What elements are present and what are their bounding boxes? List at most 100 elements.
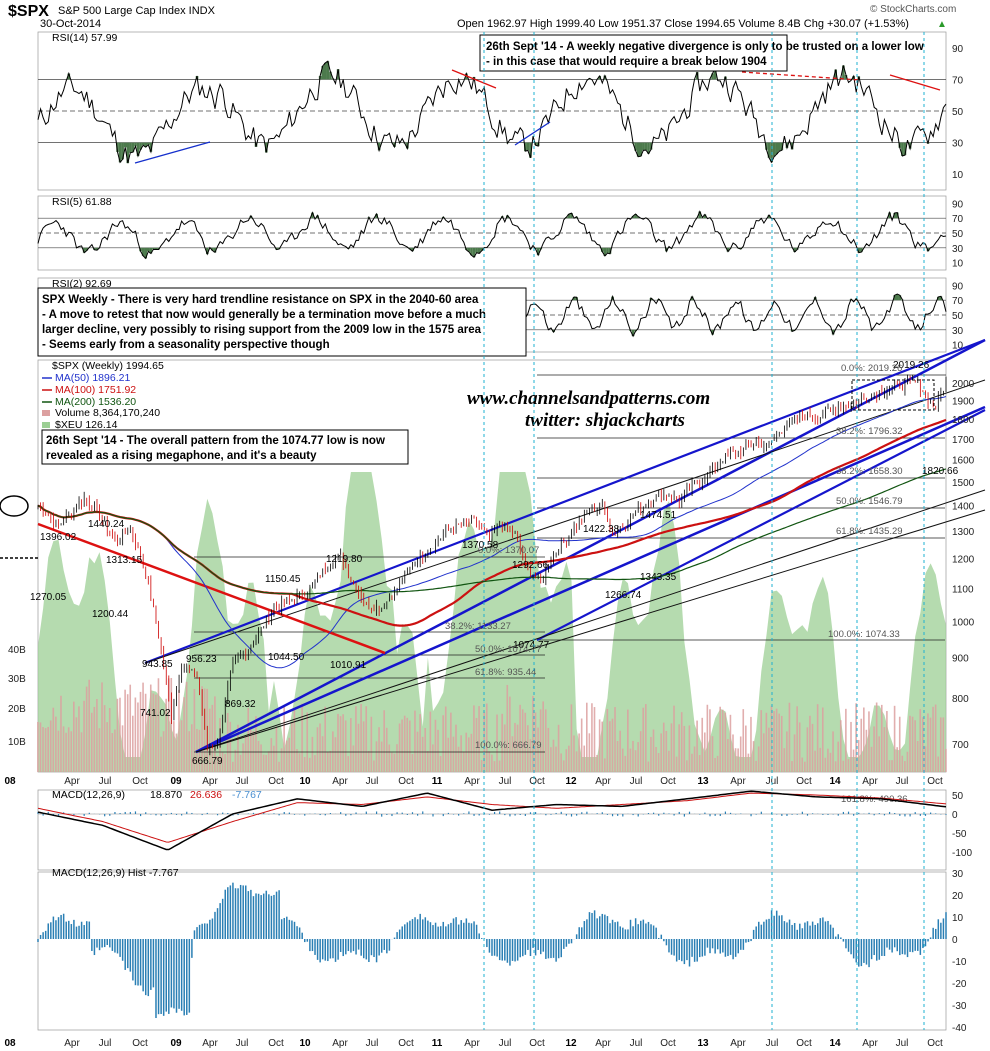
volume-bar xyxy=(129,684,132,772)
volume-bar xyxy=(603,758,606,772)
volume-bar xyxy=(821,707,824,772)
hist-tick: -20 xyxy=(952,979,967,990)
x-tick-label: 12 xyxy=(565,776,577,787)
price-label: 1396.02 xyxy=(40,532,77,543)
spx-note-line2: - A move to retest that now would genera… xyxy=(42,309,486,321)
macd-frame xyxy=(37,789,947,871)
volume-bar xyxy=(419,714,421,772)
volume-bar xyxy=(724,712,727,772)
volume-bar xyxy=(716,755,719,772)
volume-bar xyxy=(683,725,686,772)
osc-tick: 50 xyxy=(952,229,964,240)
x-tick-label: Oct xyxy=(796,776,812,787)
volume-bar xyxy=(601,721,603,772)
x-tick-label: Oct xyxy=(529,776,545,787)
chart-date: 30-Oct-2014 xyxy=(40,18,101,30)
x-tick-label: Apr xyxy=(730,776,746,787)
volume-bar xyxy=(875,702,878,772)
volume-bar xyxy=(760,710,763,772)
x-tick-label-bottom: 08 xyxy=(4,1038,16,1049)
volume-bar xyxy=(308,757,311,772)
volume-bar xyxy=(816,704,819,772)
volume-bar xyxy=(316,727,319,772)
volume-bar xyxy=(347,756,350,772)
volume-bar xyxy=(406,717,409,772)
volume-bar xyxy=(380,741,383,772)
osc-tick: 50 xyxy=(952,311,964,322)
spx-note-line1: SPX Weekly - There is very hard trendlin… xyxy=(42,294,479,306)
volume-bar xyxy=(306,712,309,772)
volume-bar xyxy=(644,704,647,772)
osc-tick: 70 xyxy=(952,296,964,307)
volume-bar xyxy=(527,725,529,772)
macd-tick: 0 xyxy=(952,810,958,821)
price-tick: 1100 xyxy=(952,585,974,596)
volume-bar xyxy=(678,724,680,772)
volume-bar xyxy=(719,706,721,772)
volume-bar xyxy=(729,714,732,772)
volume-bar xyxy=(303,757,306,772)
rsi5-label: RSI(5) 61.88 xyxy=(52,196,112,208)
volume-bar xyxy=(824,757,827,772)
x-tick-label: Apr xyxy=(332,776,348,787)
osc-tick: 10 xyxy=(952,341,964,352)
volume-bar xyxy=(285,740,288,772)
volume-bar xyxy=(239,754,242,772)
volume-bar xyxy=(647,761,650,772)
x-tick-label: Jul xyxy=(236,776,249,787)
volume-bar xyxy=(775,708,778,772)
macd-hist-panel: 30 20 10 0 -10 -20 -30 -40 xyxy=(37,869,967,1034)
volume-bar xyxy=(124,689,126,772)
volume-bar xyxy=(560,753,562,772)
volume-bar xyxy=(439,756,442,772)
x-tick-label-bottom: Jul xyxy=(766,1038,779,1049)
volume-bar xyxy=(555,746,557,772)
volume-bar xyxy=(806,727,809,772)
volume-bar xyxy=(909,715,911,772)
volume-bar xyxy=(870,746,873,772)
volume-bar xyxy=(388,744,391,772)
volume-bar xyxy=(73,701,75,772)
volume-bar xyxy=(788,702,791,772)
volume-bar xyxy=(796,706,798,772)
volume-tick: 30B xyxy=(8,674,26,685)
x-tick-label: Jul xyxy=(896,776,909,787)
volume-bar xyxy=(375,741,378,772)
volume-bar xyxy=(778,713,780,772)
volume-bar xyxy=(670,723,673,772)
volume-bar xyxy=(393,753,396,772)
volume-bar xyxy=(498,760,501,772)
price-label: 943.85 xyxy=(142,659,173,670)
volume-bar xyxy=(786,731,788,772)
circle-marker-icon xyxy=(0,495,29,517)
volume-bar xyxy=(329,750,332,772)
price-tick: 1400 xyxy=(952,502,975,513)
rsi14-label: RSI(14) 57.99 xyxy=(52,32,118,44)
volume-bar xyxy=(547,727,550,772)
volume-bar xyxy=(478,706,480,772)
x-tick-label: Oct xyxy=(268,776,284,787)
fib-label: 61.8%: 935.44 xyxy=(475,667,536,678)
osc-tick: 30 xyxy=(952,244,964,255)
x-tick-label-bottom: Jul xyxy=(499,1038,512,1049)
volume-bar xyxy=(298,753,301,772)
hist-frame xyxy=(37,871,947,1031)
x-tick-label-bottom: Jul xyxy=(630,1038,643,1049)
volume-bar xyxy=(696,720,698,772)
volume-bar xyxy=(103,705,106,772)
volume-bar xyxy=(485,703,488,772)
price-label: 1044.50 xyxy=(268,652,305,663)
volume-bar xyxy=(557,724,560,772)
volume-bar xyxy=(93,706,96,772)
price-panel: 2000 1900 1800 1700 1600 1500 1400 1300 1200 1100… xyxy=(0,338,986,805)
volume-bar xyxy=(511,736,514,772)
volume-bar xyxy=(106,722,108,772)
volume-bar xyxy=(85,686,88,772)
macd-label: MACD(12,26,9) xyxy=(52,789,125,801)
hist-tick: -30 xyxy=(952,1001,967,1012)
legend-ma50: MA(50) 1896.21 xyxy=(55,372,130,384)
macd-line xyxy=(37,790,947,851)
volume-bar xyxy=(750,716,752,772)
volume-bar xyxy=(324,706,326,772)
